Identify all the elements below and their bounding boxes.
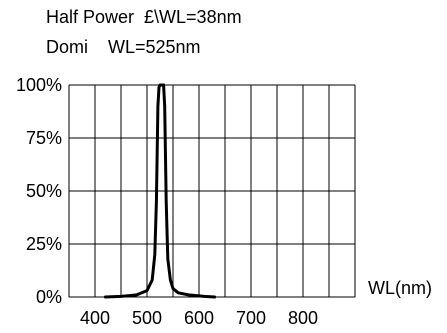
half-power-label: Half Power £\WL=38nm bbox=[46, 7, 242, 27]
x-tick-label: 600 bbox=[184, 308, 214, 328]
y-tick-label: 75% bbox=[26, 128, 62, 148]
y-tick-label: 50% bbox=[26, 181, 62, 201]
series-layer bbox=[103, 83, 217, 299]
chart-grid bbox=[68, 84, 356, 298]
x-tick-label: 400 bbox=[80, 308, 110, 328]
x-tick-label: 700 bbox=[236, 308, 266, 328]
y-tick-label: 25% bbox=[26, 234, 62, 254]
x-axis-label: WL(nm) bbox=[368, 278, 432, 298]
spectrum-line bbox=[103, 83, 217, 299]
dominant-wavelength-label: Domi WL=525nm bbox=[46, 37, 201, 57]
y-tick-label: 100% bbox=[16, 75, 62, 95]
axis-tick-labels: 0% 25% 50% 75% 100% 400 500 600 700 800 bbox=[16, 75, 318, 328]
x-tick-label: 500 bbox=[132, 308, 162, 328]
y-tick-label: 0% bbox=[36, 287, 62, 307]
x-tick-label: 800 bbox=[288, 308, 318, 328]
